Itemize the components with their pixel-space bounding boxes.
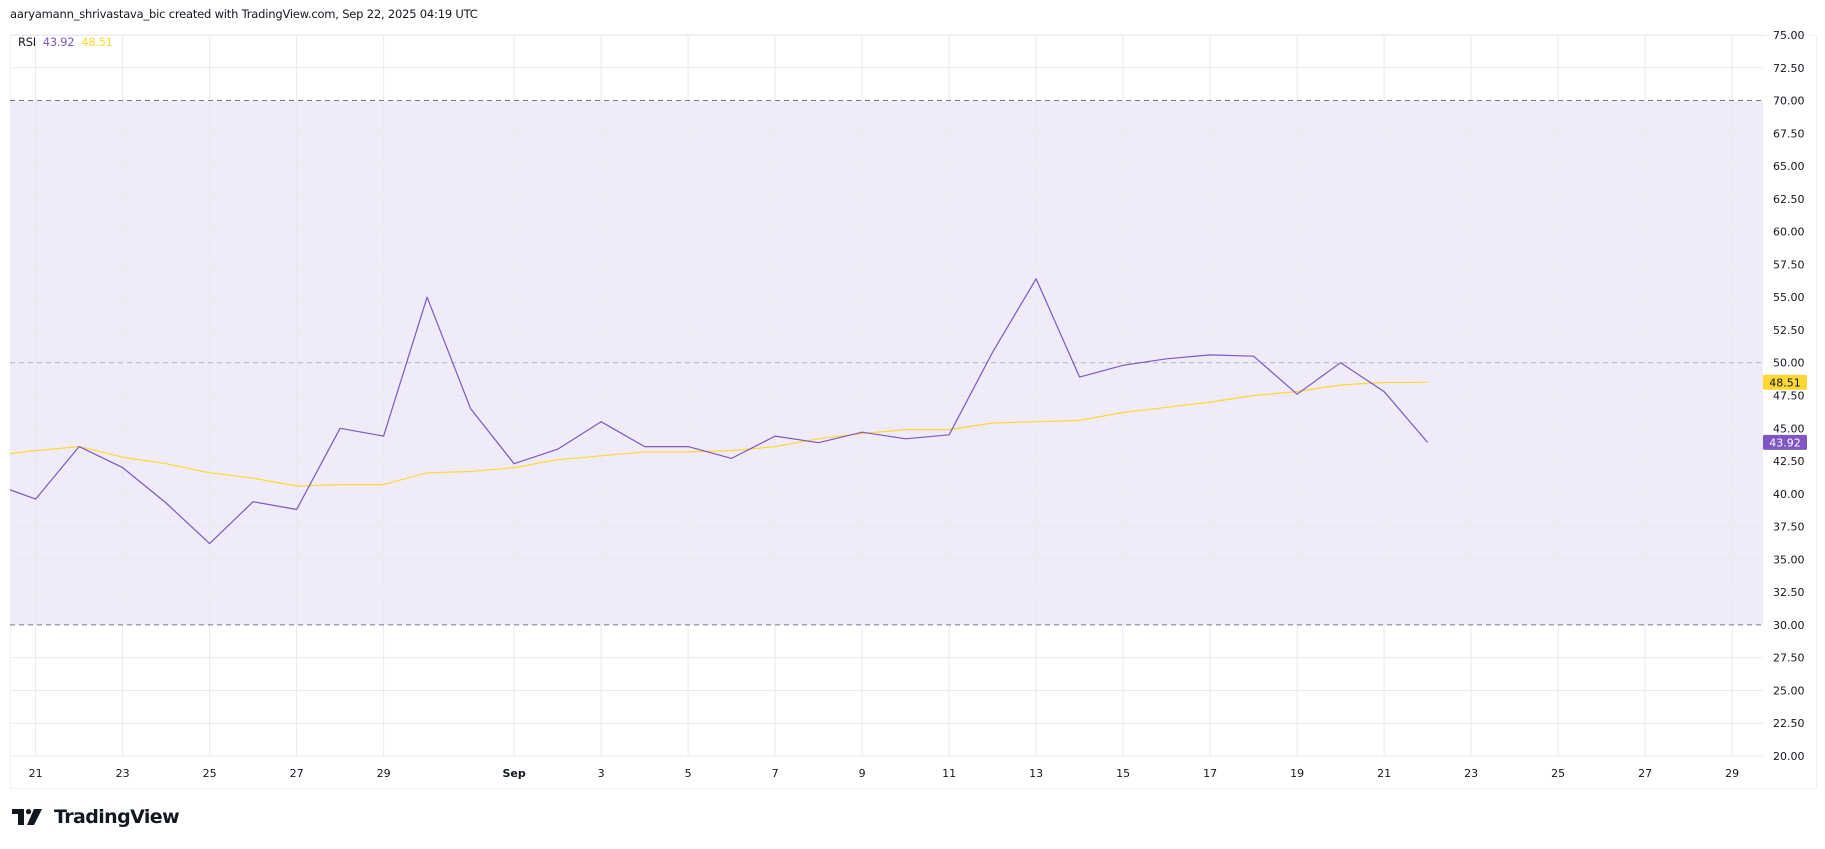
price-axis-tick: 30.00: [1773, 619, 1805, 632]
price-axis-tick: 55.00: [1773, 291, 1805, 304]
price-axis-tick: 70.00: [1773, 95, 1805, 108]
reference-lines: [10, 100, 1763, 626]
time-axis-tick: 29: [377, 767, 391, 780]
price-axis-tick: 22.50: [1773, 717, 1805, 730]
time-axis-tick: 21: [1377, 767, 1391, 780]
time-axis-tick: 19: [1290, 767, 1304, 780]
price-axis-tick: 60.00: [1773, 226, 1805, 239]
price-axis-tick: 35.00: [1773, 553, 1805, 566]
time-axis-tick: 3: [598, 767, 605, 780]
series-lines: [10, 278, 1429, 545]
price-axis-tick: 45.00: [1773, 422, 1805, 435]
price-axis-tick: 75.00: [1773, 29, 1805, 42]
last-value-labels: 48.51 43.92: [1763, 374, 1807, 450]
price-axis-tick: 20.00: [1773, 750, 1805, 763]
price-axis-tick: 27.50: [1773, 652, 1805, 665]
time-axis-tick: 29: [1725, 767, 1739, 780]
last-value-text: 48.51: [1769, 376, 1801, 389]
time-axis-tick: 7: [772, 767, 779, 780]
time-axis-tick: 27: [290, 767, 304, 780]
price-axis-tick: 57.50: [1773, 258, 1805, 271]
grid-lines: [10, 34, 1763, 757]
time-axis-tick: 23: [1464, 767, 1478, 780]
price-axis-tick: 50.00: [1773, 357, 1805, 370]
time-axis-tick: 27: [1638, 767, 1652, 780]
time-axis-tick: 9: [859, 767, 866, 780]
legend-rsi-value: 43.92: [42, 35, 75, 49]
tradingview-logo[interactable]: TradingView: [12, 806, 180, 828]
price-axis-tick: 47.50: [1773, 390, 1805, 403]
last-value-text: 43.92: [1769, 436, 1801, 449]
time-axis-tick: 15: [1116, 767, 1130, 780]
price-axis-tick: 72.50: [1773, 62, 1805, 75]
time-axis-tick: 11: [942, 767, 956, 780]
indicator-legend[interactable]: RSI 43.92 48.51: [18, 35, 113, 49]
time-axis-tick: 13: [1029, 767, 1043, 780]
price-axis-tick: 52.50: [1773, 324, 1805, 337]
last-value-badge: [1763, 374, 1807, 390]
price-axis-tick: 25.00: [1773, 684, 1805, 697]
rsi-line: [10, 278, 1429, 545]
price-axis-tick: 62.50: [1773, 193, 1805, 206]
rsi-ma-line: [10, 381, 1428, 487]
time-axis-tick: 25: [203, 767, 217, 780]
last-value-badge: [1763, 434, 1807, 450]
time-axis-tick: 25: [1551, 767, 1565, 780]
time-axis-tick: 23: [116, 767, 130, 780]
price-axis-tick: 32.50: [1773, 586, 1805, 599]
legend-indicator-name: RSI: [18, 35, 36, 49]
price-axis-tick: 65.00: [1773, 160, 1805, 173]
price-axis-tick: 42.50: [1773, 455, 1805, 468]
time-axis-tick: Sep: [502, 767, 525, 780]
time-axis[interactable]: 21 23 25 27 29 Sep 3 5 7 9 11 13 15 17 19 21 23 25 27 29: [29, 767, 1740, 780]
price-axis-tick: 37.50: [1773, 521, 1805, 534]
time-axis-tick: 17: [1203, 767, 1217, 780]
tradingview-logo-icon: [12, 809, 42, 825]
price-axis-tick: 40.00: [1773, 488, 1805, 501]
legend-ma-value: 48.51: [81, 35, 113, 49]
price-axis[interactable]: 75.00 72.50 70.00 67.50 65.00 62.50 60.00 57.50…: [1773, 29, 1805, 763]
chart-attribution: aaryamann_shrivastava_bic created with T…: [10, 7, 478, 21]
tradingview-logo-text: TradingView: [54, 806, 180, 828]
time-axis-tick: 5: [685, 767, 692, 780]
time-axis-tick: 21: [29, 767, 43, 780]
price-axis-tick: 67.50: [1773, 127, 1805, 140]
